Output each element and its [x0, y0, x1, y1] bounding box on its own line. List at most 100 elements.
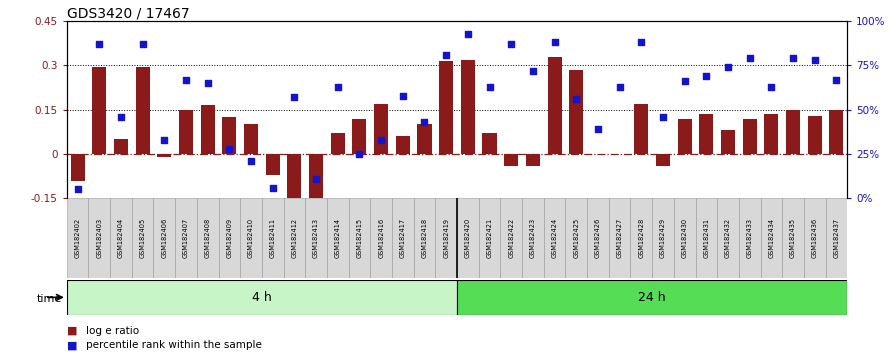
Bar [786, 110, 800, 154]
Text: GSM182416: GSM182416 [378, 218, 384, 258]
Text: GSM182435: GSM182435 [790, 218, 796, 258]
FancyBboxPatch shape [674, 198, 695, 278]
Point [656, 114, 670, 120]
Bar [700, 114, 714, 154]
Bar [287, 154, 302, 202]
Bar [222, 117, 237, 154]
Text: GSM182404: GSM182404 [118, 218, 124, 258]
Bar [352, 119, 367, 154]
Text: GSM182415: GSM182415 [357, 218, 362, 258]
FancyBboxPatch shape [652, 198, 674, 278]
Point [765, 84, 779, 90]
Text: GSM182410: GSM182410 [248, 218, 254, 258]
Text: 24 h: 24 h [638, 291, 666, 304]
Point [786, 56, 800, 61]
Point [331, 84, 345, 90]
Text: GSM182436: GSM182436 [812, 218, 818, 258]
FancyBboxPatch shape [479, 198, 500, 278]
FancyBboxPatch shape [457, 280, 847, 315]
Bar [439, 61, 453, 154]
Text: GSM182425: GSM182425 [573, 218, 579, 258]
Text: GSM182437: GSM182437 [833, 218, 839, 258]
FancyBboxPatch shape [197, 198, 219, 278]
Text: GSM182431: GSM182431 [703, 218, 709, 258]
Bar [417, 125, 432, 154]
Text: GSM182403: GSM182403 [96, 218, 102, 258]
Text: GSM182432: GSM182432 [725, 218, 731, 258]
Point [547, 40, 562, 45]
Point [677, 79, 692, 84]
Bar [135, 67, 150, 154]
FancyBboxPatch shape [804, 198, 826, 278]
Point [591, 126, 605, 132]
Text: ■: ■ [67, 340, 77, 350]
FancyBboxPatch shape [110, 198, 132, 278]
Text: log e ratio: log e ratio [86, 326, 140, 336]
Point [721, 64, 735, 70]
Text: GSM182402: GSM182402 [75, 218, 81, 258]
Bar [244, 125, 258, 154]
Point [222, 146, 237, 152]
Bar [635, 104, 648, 154]
Bar [547, 57, 562, 154]
Bar [808, 116, 821, 154]
Text: ■: ■ [67, 326, 77, 336]
Text: percentile rank within the sample: percentile rank within the sample [86, 340, 263, 350]
Bar [179, 110, 193, 154]
Text: GSM182426: GSM182426 [595, 218, 601, 258]
FancyBboxPatch shape [327, 198, 349, 278]
Point [70, 187, 85, 192]
Bar [309, 154, 323, 202]
Text: GSM182413: GSM182413 [313, 218, 320, 258]
FancyBboxPatch shape [717, 198, 739, 278]
FancyBboxPatch shape [782, 198, 804, 278]
Text: GSM182421: GSM182421 [487, 218, 492, 258]
FancyBboxPatch shape [392, 198, 414, 278]
Bar [114, 139, 128, 154]
FancyBboxPatch shape [630, 198, 652, 278]
Text: 4 h: 4 h [252, 291, 271, 304]
Bar [526, 154, 540, 166]
Bar [482, 133, 497, 154]
Text: GSM182424: GSM182424 [552, 218, 557, 258]
Bar [396, 136, 410, 154]
Point [135, 41, 150, 47]
FancyBboxPatch shape [240, 198, 262, 278]
Text: GSM182414: GSM182414 [335, 218, 341, 258]
Text: GSM182417: GSM182417 [400, 218, 406, 258]
Point [526, 68, 540, 74]
Point [700, 73, 714, 79]
Bar [200, 105, 214, 154]
Text: GSM182419: GSM182419 [443, 218, 449, 258]
Point [265, 185, 279, 190]
Bar [765, 114, 779, 154]
FancyBboxPatch shape [414, 198, 435, 278]
FancyBboxPatch shape [370, 198, 392, 278]
FancyBboxPatch shape [175, 198, 197, 278]
Point [114, 114, 128, 120]
FancyBboxPatch shape [67, 198, 88, 278]
Point [504, 41, 518, 47]
Bar [742, 119, 756, 154]
FancyBboxPatch shape [349, 198, 370, 278]
FancyBboxPatch shape [587, 198, 609, 278]
Point [200, 80, 214, 86]
Bar [829, 110, 844, 154]
Point [352, 151, 367, 157]
FancyBboxPatch shape [826, 198, 847, 278]
Bar [656, 154, 670, 166]
Point [287, 95, 302, 100]
FancyBboxPatch shape [262, 198, 284, 278]
FancyBboxPatch shape [609, 198, 630, 278]
FancyBboxPatch shape [500, 198, 522, 278]
Text: time: time [37, 294, 62, 304]
FancyBboxPatch shape [761, 198, 782, 278]
FancyBboxPatch shape [153, 198, 175, 278]
Point [179, 77, 193, 82]
Point [158, 137, 172, 143]
Bar [374, 104, 388, 154]
Bar [461, 59, 475, 154]
Bar [570, 70, 583, 154]
Text: GSM182423: GSM182423 [530, 218, 536, 258]
Point [569, 96, 583, 102]
